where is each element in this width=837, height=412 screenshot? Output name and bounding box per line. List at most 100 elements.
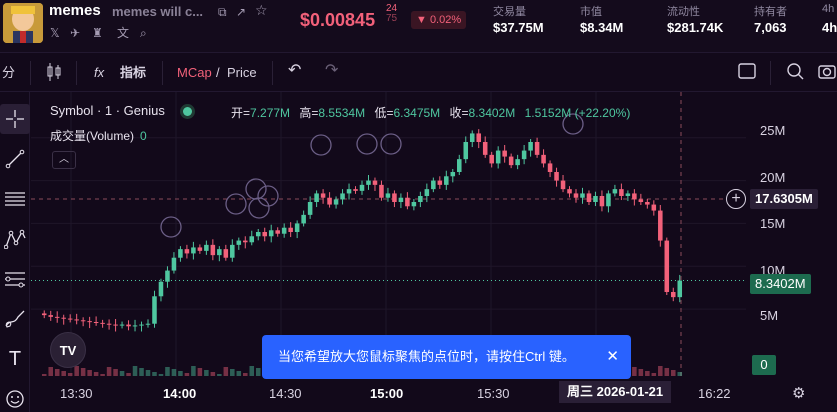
stat-label-liquidity: 流动性 <box>667 6 700 18</box>
volume-legend: 成交量(Volume) 0 <box>50 129 147 143</box>
volume-bar <box>61 371 66 376</box>
divider <box>770 61 771 85</box>
pump-icon[interactable]: ♜ <box>92 26 103 40</box>
candle-body <box>366 180 371 185</box>
candle-body <box>463 142 469 160</box>
candle-body <box>294 223 300 232</box>
brush-tool-icon[interactable] <box>0 304 30 334</box>
volume-bar <box>152 372 157 376</box>
candle-body <box>61 317 66 319</box>
candle-body <box>210 244 216 256</box>
trade-marker[interactable] <box>248 197 270 219</box>
stat-value-volume: $37.75M <box>493 20 544 35</box>
candle-body <box>645 202 650 205</box>
token-price: $0.00845 <box>300 10 376 30</box>
tradingview-logo[interactable]: TV <box>50 332 86 368</box>
translate-icon[interactable]: 文 <box>117 26 130 40</box>
price-chart[interactable]: Symbol · 1 · Genius 开=7.277M 高=8.5534M 低… <box>31 92 837 412</box>
candle-body <box>515 159 520 166</box>
volume-bar <box>41 374 47 376</box>
trade-marker[interactable] <box>380 133 402 155</box>
candle-body <box>249 236 255 243</box>
x-tick-label: 15:30 <box>477 386 510 401</box>
candle-body <box>54 316 60 318</box>
candle-body <box>599 196 605 207</box>
candle-body <box>320 193 326 198</box>
volume-bar <box>217 374 222 376</box>
candle-body <box>547 163 553 172</box>
mcap-toggle[interactable]: MCap <box>177 65 212 80</box>
volume-bar <box>119 371 125 376</box>
toast-close-icon[interactable]: ✕ <box>606 348 619 365</box>
search-icon[interactable]: ⌕ <box>140 26 147 40</box>
candle-body <box>106 323 112 325</box>
trade-marker[interactable] <box>562 113 584 135</box>
candle-body <box>385 193 391 198</box>
fx-icon[interactable]: fx <box>94 65 105 80</box>
candle-body <box>236 240 242 245</box>
chart-settings-gear-icon[interactable]: ⚙ <box>792 385 806 402</box>
indicators-button[interactable]: 指标 <box>120 65 147 80</box>
price-tail-digits: 24 75 <box>386 3 398 24</box>
trade-marker[interactable] <box>160 216 182 238</box>
candle-body <box>113 324 118 326</box>
candle-body <box>567 189 572 194</box>
trade-marker[interactable] <box>257 185 279 207</box>
y-tick-label: 5M <box>760 308 779 323</box>
zoom-settings-icon[interactable] <box>786 62 804 85</box>
candle-body <box>664 240 670 292</box>
volume-bar <box>132 366 138 376</box>
candle-body <box>392 193 397 202</box>
undo-icon[interactable]: ↶ <box>288 62 302 79</box>
trade-marker[interactable] <box>356 133 378 155</box>
volume-bar <box>145 370 151 376</box>
interval-selector[interactable]: 分 <box>2 65 16 80</box>
copy-icon[interactable]: ⧉ <box>218 5 227 19</box>
candle-style-icon[interactable] <box>46 62 62 87</box>
candle-body <box>580 193 585 198</box>
star-icon[interactable]: ☆ <box>255 2 268 18</box>
candle-body <box>100 322 105 324</box>
token-name: memes <box>49 2 101 19</box>
collapse-legend-button[interactable]: ︿ <box>52 151 76 169</box>
x-tick-label: 15:00 <box>370 386 404 401</box>
x-twitter-icon[interactable]: 𝕏 <box>50 26 60 40</box>
trade-marker[interactable] <box>310 134 332 156</box>
fib-tool-icon[interactable] <box>0 264 30 294</box>
candle-body <box>658 210 663 241</box>
text-tool-icon[interactable]: T <box>8 347 22 370</box>
candle-body <box>67 318 73 320</box>
candle-body <box>74 319 79 321</box>
candle-body <box>288 227 293 232</box>
candle-body <box>359 184 365 191</box>
stat-label-volume: 交易量 <box>493 6 526 18</box>
camera-icon[interactable] <box>818 62 836 85</box>
toggle-separator: / <box>216 65 220 80</box>
stat-label-mcap: 市值 <box>580 6 602 18</box>
volume-bar <box>671 370 676 376</box>
fullscreen-icon[interactable] <box>738 63 756 84</box>
candle-body <box>398 197 404 202</box>
volume-bar <box>93 372 99 376</box>
crosshair-tool-icon[interactable] <box>0 104 30 134</box>
price-toggle[interactable]: Price <box>227 65 257 80</box>
stat-value-mcap: $8.34M <box>580 20 624 35</box>
trade-marker[interactable] <box>225 193 247 215</box>
candle-body <box>586 193 592 202</box>
pattern-tool-icon[interactable] <box>0 224 30 254</box>
candlestick-canvas[interactable] <box>31 92 837 412</box>
candle-body <box>625 193 631 196</box>
external-link-icon[interactable]: ↗ <box>236 5 247 19</box>
candle-body <box>418 196 423 202</box>
parallel-lines-tool-icon[interactable] <box>0 184 30 214</box>
candle-body <box>508 156 514 166</box>
candle-body <box>268 230 274 237</box>
telegram-icon[interactable]: ✈ <box>70 26 81 40</box>
emoji-tool-icon[interactable] <box>0 384 30 412</box>
trade-marker[interactable] <box>245 178 267 200</box>
redo-icon[interactable]: ↷ <box>325 62 339 79</box>
candle-body <box>340 193 345 200</box>
candle-body <box>489 154 494 164</box>
add-price-alert-icon[interactable]: + <box>726 189 746 209</box>
trend-line-tool-icon[interactable] <box>0 144 30 174</box>
